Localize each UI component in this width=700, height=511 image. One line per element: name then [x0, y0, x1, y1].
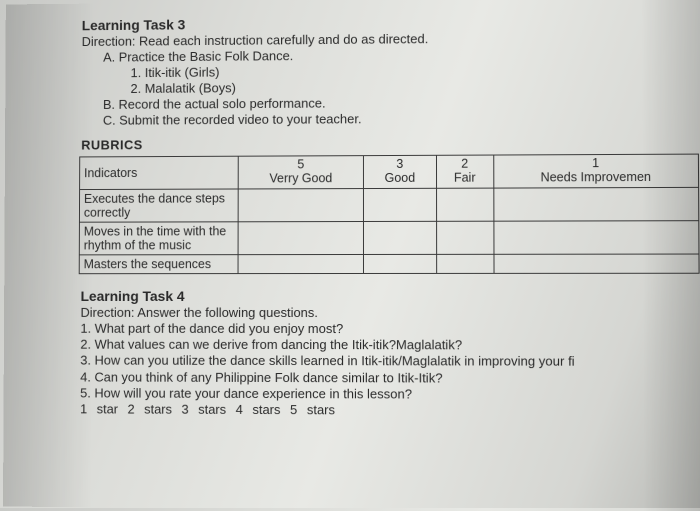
rubrics-title: RUBRICS [81, 134, 693, 152]
col-indicators: Indicators [80, 156, 239, 189]
worksheet-page: Learning Task 3 Direction: Read each ins… [3, 0, 700, 429]
task4-direction: Direction: Answer the following question… [80, 304, 693, 321]
task4-stars: 1 star 2 stars 3 stars 4 stars 5 stars [80, 401, 694, 418]
cell [436, 254, 494, 273]
cell [238, 188, 364, 221]
col-3: 3 Good [364, 155, 436, 188]
col-2-score: 2 [443, 158, 487, 172]
cell [364, 188, 436, 221]
cell [238, 221, 364, 254]
col-2: 2 Fair [436, 155, 494, 188]
col-1-label: Needs Improvemen [500, 171, 692, 186]
col-2-label: Fair [443, 171, 487, 185]
cell [238, 254, 364, 273]
col-3-label: Good [370, 172, 429, 186]
table-row: Moves in the time with the rhythm of the… [79, 220, 699, 254]
task4-q1: 1. What part of the dance did you enjoy … [80, 321, 693, 338]
col-1-score: 1 [500, 157, 692, 172]
table-row: Masters the sequences [79, 254, 699, 274]
task4-title: Learning Task 4 [81, 287, 694, 303]
cell [436, 221, 494, 254]
table-row: Executes the dance steps correctly [79, 187, 698, 222]
cell [494, 187, 699, 221]
task3-item-c: C. Submit the recorded video to your tea… [81, 109, 692, 127]
table-header-row: Indicators 5 Verry Good 3 Good 2 Fair 1 … [80, 154, 699, 189]
task4-q2: 2. What values can we derive from dancin… [80, 337, 694, 354]
indicator-3: Masters the sequences [79, 254, 238, 273]
task4-q3: 3. How can you utilize the dance skills … [80, 353, 694, 371]
cell [494, 220, 699, 254]
cell [494, 254, 699, 273]
task4-block: Learning Task 4 Direction: Answer the fo… [80, 287, 694, 418]
cell [436, 188, 494, 221]
col-5-score: 5 [245, 158, 358, 172]
cell [364, 254, 436, 273]
task4-q4: 4. Can you think of any Philippine Folk … [80, 369, 694, 387]
rubrics-table: Indicators 5 Verry Good 3 Good 2 Fair 1 … [79, 154, 700, 274]
indicator-1: Executes the dance steps correctly [79, 188, 238, 221]
col-5: 5 Verry Good [238, 156, 364, 189]
col-3-score: 3 [370, 158, 429, 172]
cell [364, 221, 436, 254]
indicator-2: Moves in the time with the rhythm of the… [79, 221, 238, 254]
col-1: 1 Needs Improvemen [493, 154, 698, 187]
col-5-label: Verry Good [245, 172, 358, 186]
